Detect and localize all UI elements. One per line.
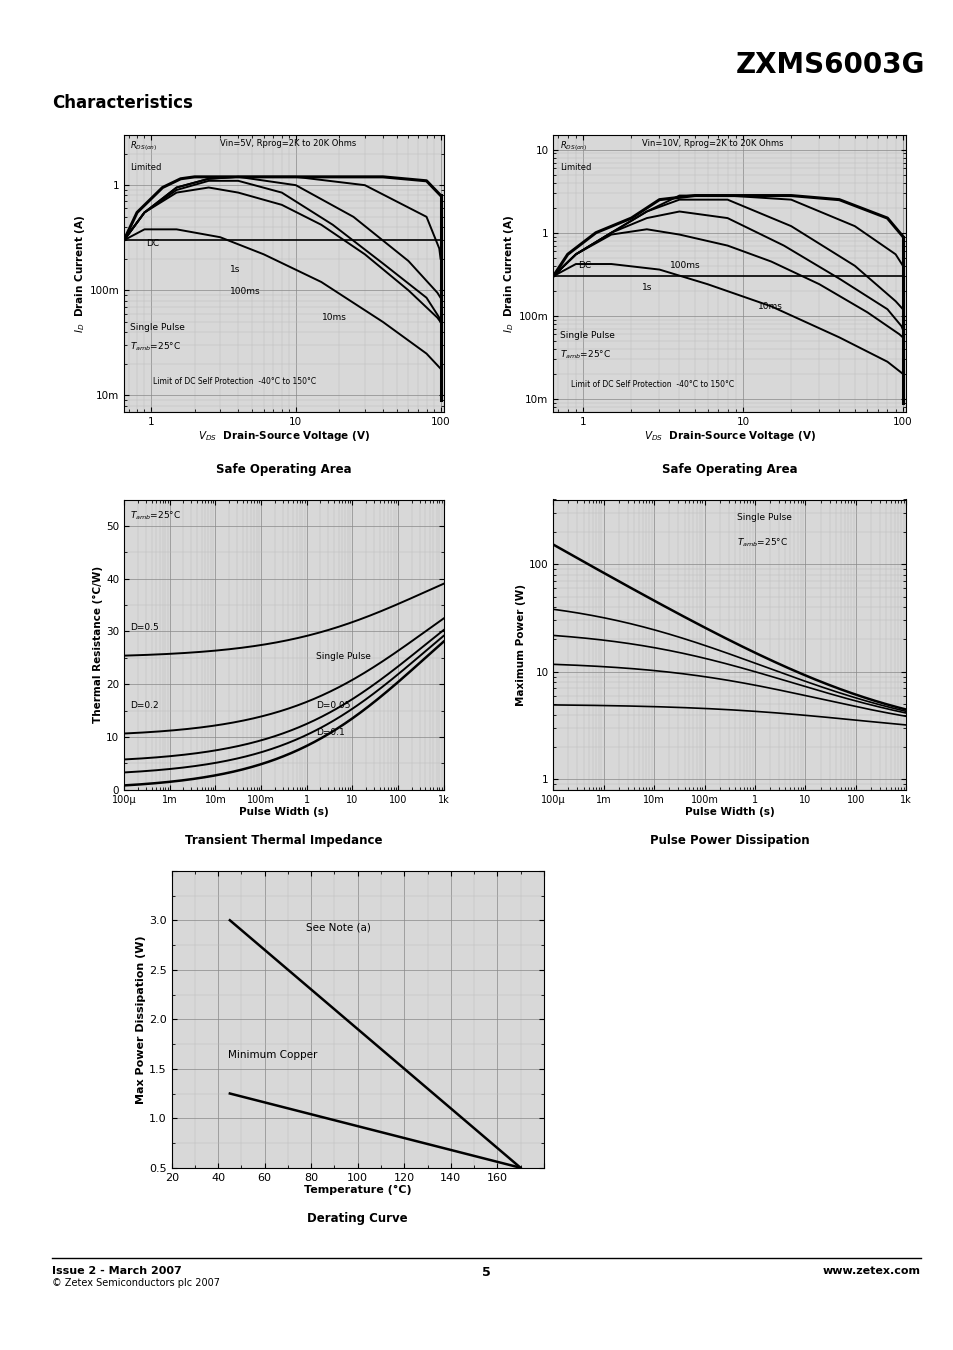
Text: Issue 2 - March 2007: Issue 2 - March 2007 xyxy=(52,1266,182,1276)
Text: Limited: Limited xyxy=(559,163,591,171)
Text: Single Pulse: Single Pulse xyxy=(559,331,615,340)
Text: $R_{DS(on)}$: $R_{DS(on)}$ xyxy=(559,139,587,153)
Text: Pulse Power Dissipation: Pulse Power Dissipation xyxy=(649,834,809,846)
Text: Minimum Copper: Minimum Copper xyxy=(227,1050,316,1060)
Text: Safe Operating Area: Safe Operating Area xyxy=(215,463,352,475)
Text: D=0.5: D=0.5 xyxy=(131,624,159,632)
Text: Derating Curve: Derating Curve xyxy=(307,1212,408,1224)
Text: Limited: Limited xyxy=(131,163,162,171)
Text: Safe Operating Area: Safe Operating Area xyxy=(661,463,797,475)
Text: 10ms: 10ms xyxy=(758,302,782,312)
Text: $T_{amb}$=25°C: $T_{amb}$=25°C xyxy=(559,348,611,362)
Text: 1s: 1s xyxy=(640,284,651,292)
Text: $T_{amb}$=25°C: $T_{amb}$=25°C xyxy=(131,510,181,522)
Text: Single Pulse: Single Pulse xyxy=(131,323,185,332)
Y-axis label: Thermal Resistance (°C/W): Thermal Resistance (°C/W) xyxy=(93,566,103,724)
Text: $R_{DS(on)}$: $R_{DS(on)}$ xyxy=(131,139,157,153)
X-axis label: $V_{DS}$  Drain-Source Voltage (V): $V_{DS}$ Drain-Source Voltage (V) xyxy=(643,429,815,443)
X-axis label: Pulse Width (s): Pulse Width (s) xyxy=(238,807,329,817)
Y-axis label: Max Power Dissipation (W): Max Power Dissipation (W) xyxy=(136,936,146,1103)
Text: Limit of DC Self Protection  -40°C to 150°C: Limit of DC Self Protection -40°C to 150… xyxy=(570,379,733,389)
Text: D=0.1: D=0.1 xyxy=(315,728,344,737)
Text: www.zetex.com: www.zetex.com xyxy=(821,1266,920,1276)
Text: Vin=10V, Rprog=2K to 20K Ohms: Vin=10V, Rprog=2K to 20K Ohms xyxy=(640,139,782,148)
Text: 100ms: 100ms xyxy=(230,288,260,296)
Text: 1s: 1s xyxy=(230,265,239,274)
Text: D=0.05: D=0.05 xyxy=(315,702,350,710)
X-axis label: Temperature (°C): Temperature (°C) xyxy=(304,1185,411,1196)
Text: Transient Thermal Impedance: Transient Thermal Impedance xyxy=(185,834,382,846)
X-axis label: Pulse Width (s): Pulse Width (s) xyxy=(684,807,774,817)
Text: Limit of DC Self Protection  -40°C to 150°C: Limit of DC Self Protection -40°C to 150… xyxy=(152,377,315,386)
X-axis label: $V_{DS}$  Drain-Source Voltage (V): $V_{DS}$ Drain-Source Voltage (V) xyxy=(197,429,370,443)
Text: $T_{amb}$=25°C: $T_{amb}$=25°C xyxy=(736,537,787,549)
Text: Single Pulse: Single Pulse xyxy=(736,513,791,522)
Text: D=0.2: D=0.2 xyxy=(131,702,159,710)
Y-axis label: $I_D$  Drain Current (A): $I_D$ Drain Current (A) xyxy=(501,215,516,332)
Text: DC: DC xyxy=(146,239,159,247)
Text: Single Pulse: Single Pulse xyxy=(315,652,371,662)
Text: $T_{amb}$=25°C: $T_{amb}$=25°C xyxy=(131,340,181,352)
Text: © Zetex Semiconductors plc 2007: © Zetex Semiconductors plc 2007 xyxy=(52,1278,220,1288)
Text: 100ms: 100ms xyxy=(669,261,700,270)
Y-axis label: Maximum Power (W): Maximum Power (W) xyxy=(516,583,525,706)
Text: ZXMS6003G: ZXMS6003G xyxy=(735,51,924,80)
Text: Characteristics: Characteristics xyxy=(52,95,193,112)
Text: 10ms: 10ms xyxy=(322,313,347,323)
Y-axis label: $I_D$  Drain Current (A): $I_D$ Drain Current (A) xyxy=(72,215,87,332)
Text: 5: 5 xyxy=(481,1266,491,1280)
Text: Vin=5V, Rprog=2K to 20K Ohms: Vin=5V, Rprog=2K to 20K Ohms xyxy=(219,139,355,148)
Text: DC: DC xyxy=(578,261,591,270)
Text: See Note (a): See Note (a) xyxy=(305,922,370,931)
